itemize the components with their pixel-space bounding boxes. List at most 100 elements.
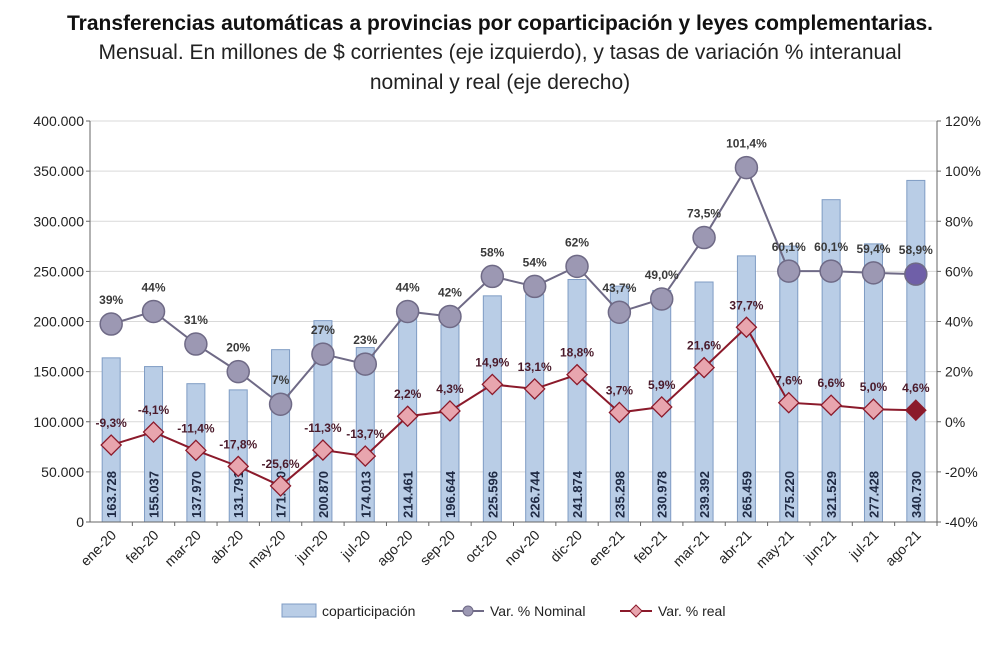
real-value-label: 14,9% <box>475 355 509 369</box>
x-tick-label: nov-20 <box>501 527 543 569</box>
nominal-point <box>268 392 293 416</box>
left-axis-tick-label: 100.000 <box>33 414 84 430</box>
real-series-group: -9,3% -4,1% -11,4% -17,8% -25,6% -11,3% -13,7%… <box>95 298 930 497</box>
real-point <box>184 439 207 462</box>
real-value-label: 2,2% <box>394 387 422 401</box>
nominal-point <box>819 259 843 283</box>
bar-value-label: 155.037 <box>147 471 162 518</box>
x-tick-label: sep-20 <box>417 527 459 569</box>
nominal-value-label: 44% <box>142 280 166 294</box>
real-value-label: 7,6% <box>775 374 803 388</box>
x-tick-label: jul-21 <box>845 527 881 563</box>
legend-nominal-marker <box>462 605 474 617</box>
nominal-point <box>565 254 589 279</box>
x-tick-label: ene-21 <box>585 527 627 569</box>
nominal-value-label: 54% <box>523 255 547 269</box>
real-value-label: 4,6% <box>902 381 930 395</box>
real-point <box>566 363 588 386</box>
bar-value-label: 214.461 <box>401 471 416 518</box>
nominal-value-label: 49,0% <box>645 268 679 282</box>
x-tick-label: oct-20 <box>462 527 501 566</box>
real-point <box>650 396 673 418</box>
bar-value-label: 200.870 <box>316 471 331 518</box>
nominal-value-label: 7% <box>272 373 290 387</box>
nominal-point <box>904 262 928 286</box>
chart-subtitle-line-1: Mensual. En millones de $ corrientes (ej… <box>98 41 902 64</box>
nominal-value-label: 31% <box>184 313 208 327</box>
nominal-value-label: 59,4% <box>856 242 890 256</box>
bar-value-label: 239.392 <box>697 471 712 518</box>
right-axis-tick-label: 40% <box>945 314 973 330</box>
real-value-label: 18,8% <box>560 346 594 360</box>
chart-title: Transferencias automáticas a provincias … <box>66 12 934 35</box>
x-tick-label: ene-20 <box>77 527 119 569</box>
nominal-value-label: 60,1% <box>772 240 806 254</box>
real-value-label: -11,3% <box>304 421 342 435</box>
real-value-label: -9,3% <box>95 416 127 430</box>
x-tick-label: may-21 <box>753 527 797 571</box>
nominal-point <box>395 299 420 324</box>
nominal-point <box>99 312 123 336</box>
left-axis-tick-label: 200.000 <box>33 314 84 330</box>
real-point <box>608 401 631 424</box>
right-axis-tick-label: 120% <box>945 113 981 129</box>
x-tick-label: jul-20 <box>337 527 373 563</box>
left-axis-tick-label: 250.000 <box>33 263 84 279</box>
nominal-value-label: 73,5% <box>687 207 721 221</box>
x-tick-label: mar-21 <box>670 527 713 570</box>
bar-value-label: 131.791 <box>231 471 246 518</box>
real-value-label: 5,0% <box>860 380 888 394</box>
nominal-point <box>311 342 335 366</box>
nominal-value-label: 58% <box>480 245 504 259</box>
nominal-point <box>734 155 759 180</box>
legend-label-real: Var. % real <box>658 603 725 619</box>
nominal-point <box>438 304 462 329</box>
legend: coparticipación Var. % Nominal Var. % real <box>281 603 725 619</box>
legend-label-nominal: Var. % Nominal <box>490 603 585 619</box>
real-point <box>481 373 504 396</box>
x-tick-label: ago-21 <box>882 527 924 569</box>
real-point <box>523 377 546 400</box>
chart-subtitle-line-2: nominal y real (eje derecho) <box>369 71 631 94</box>
nominal-point <box>522 274 547 299</box>
x-tick-label: ago-20 <box>374 527 416 569</box>
right-axis-tick-label: 60% <box>945 263 973 279</box>
x-tick-label: feb-20 <box>122 527 162 567</box>
x-tick-label: dic-20 <box>547 527 585 565</box>
real-point <box>100 434 123 456</box>
nominal-value-label: 58,9% <box>899 243 933 257</box>
real-value-label: 6,6% <box>817 376 845 390</box>
bar-value-label: 241.874 <box>570 470 585 518</box>
real-value-label: -11,4% <box>177 421 215 435</box>
real-point <box>439 400 461 422</box>
nominal-value-label: 39% <box>99 293 123 307</box>
bar-value-label: 163.728 <box>104 471 119 518</box>
left-axis-tick-label: 300.000 <box>33 213 84 229</box>
real-point <box>693 356 715 379</box>
real-point <box>312 439 334 461</box>
nominal-point <box>861 261 886 285</box>
nominal-value-label: 60,1% <box>814 240 848 254</box>
nominal-point <box>649 287 674 311</box>
real-value-label: 4,3% <box>436 382 464 396</box>
x-tick-label: abr-21 <box>715 527 755 567</box>
nominal-point <box>480 264 505 289</box>
gridlines <box>90 120 937 523</box>
real-value-label: 3,7% <box>606 383 634 397</box>
right-axis-tick-label: 0% <box>945 414 965 430</box>
nominal-series-group: 39% 44% 31% 20% 7% 27% 23% 44% 42% 58% 54% 62% 43,7%… <box>99 137 933 416</box>
left-axis-tick-label: 150.000 <box>33 364 84 380</box>
real-point <box>862 398 885 421</box>
bar-value-label: 196.644 <box>443 470 458 518</box>
nominal-value-label: 44% <box>396 280 420 294</box>
title-block: Transferencias automáticas a provincias … <box>0 10 1000 98</box>
left-axis-tick-label: 50.000 <box>41 464 84 480</box>
real-point <box>777 391 800 414</box>
x-tick-label: abr-20 <box>206 527 246 567</box>
bar-value-label: 321.529 <box>824 471 839 518</box>
nominal-point <box>226 359 250 384</box>
nominal-value-label: 43,7% <box>602 281 636 295</box>
nominal-value-label: 23% <box>353 333 377 347</box>
nominal-value-label: 101,4% <box>726 137 767 151</box>
